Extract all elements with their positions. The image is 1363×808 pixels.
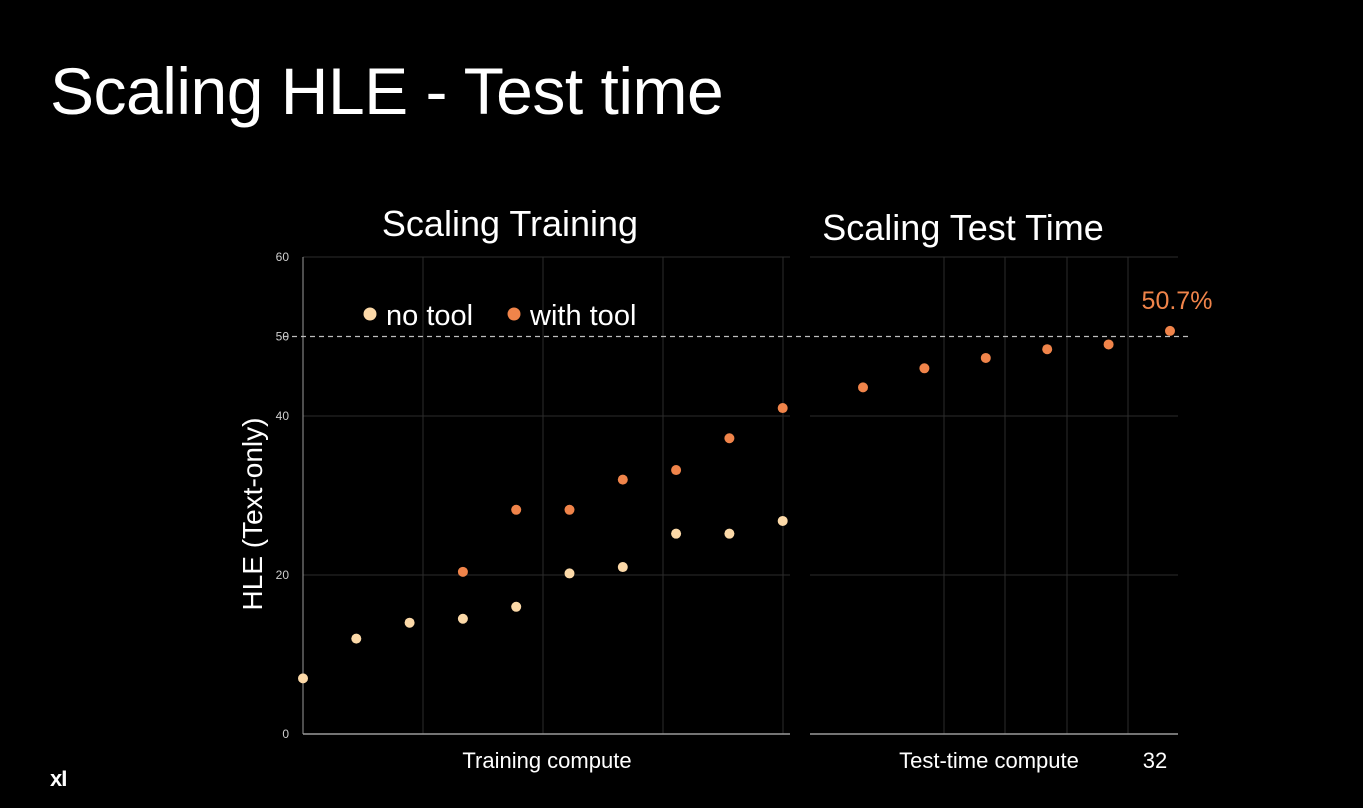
point-with-tool xyxy=(671,465,682,476)
legend-marker xyxy=(507,307,521,321)
legend-label: with tool xyxy=(529,300,636,332)
point-with-tool xyxy=(777,403,788,414)
point-with-tool xyxy=(724,433,735,444)
x-axis-label-test-time: Test-time compute xyxy=(899,748,1079,773)
y-tick-label: 60 xyxy=(276,250,290,264)
point-no-tool xyxy=(671,528,682,539)
legend-label: no tool xyxy=(386,300,473,332)
axes xyxy=(283,257,1192,735)
data-points xyxy=(298,325,1175,684)
point-no-tool xyxy=(457,613,468,624)
point-no-tool xyxy=(724,528,735,539)
x-axis-label-training: Training compute xyxy=(462,748,631,773)
point-test-time xyxy=(1165,325,1175,336)
panel-title-test-time: Scaling Test Time xyxy=(822,207,1103,248)
panel-title-training: Scaling Training xyxy=(382,203,638,244)
point-test-time xyxy=(1042,344,1053,355)
annotation-final-score: 50.7% xyxy=(1142,287,1213,315)
point-test-time xyxy=(858,382,868,393)
point-test-time xyxy=(980,352,991,363)
point-test-time xyxy=(919,363,930,374)
xai-logo: xI xyxy=(50,766,67,791)
y-tick-label: 50 xyxy=(276,330,290,344)
point-no-tool xyxy=(511,601,522,612)
slide-title: Scaling HLE - Test time xyxy=(50,54,724,128)
chart-labels: 0 20 40 50 60 Scaling Training Scaling Test Ti… xyxy=(237,203,1212,773)
point-no-tool xyxy=(404,617,415,628)
point-with-tool xyxy=(457,566,468,577)
y-tick-label: 20 xyxy=(276,568,290,582)
page-number: 32 xyxy=(1143,748,1167,773)
point-no-tool xyxy=(777,515,788,526)
y-tick-label: 40 xyxy=(276,409,290,423)
point-no-tool xyxy=(617,562,628,573)
point-no-tool xyxy=(298,673,308,684)
point-with-tool xyxy=(617,474,628,485)
point-test-time xyxy=(1103,339,1114,350)
y-tick-label: 0 xyxy=(282,727,289,741)
point-no-tool xyxy=(564,568,575,579)
point-with-tool xyxy=(564,504,575,515)
legend-marker xyxy=(363,307,377,321)
y-axis-label: HLE (Text-only) xyxy=(237,418,268,611)
point-no-tool xyxy=(351,633,362,644)
point-with-tool xyxy=(511,504,522,515)
